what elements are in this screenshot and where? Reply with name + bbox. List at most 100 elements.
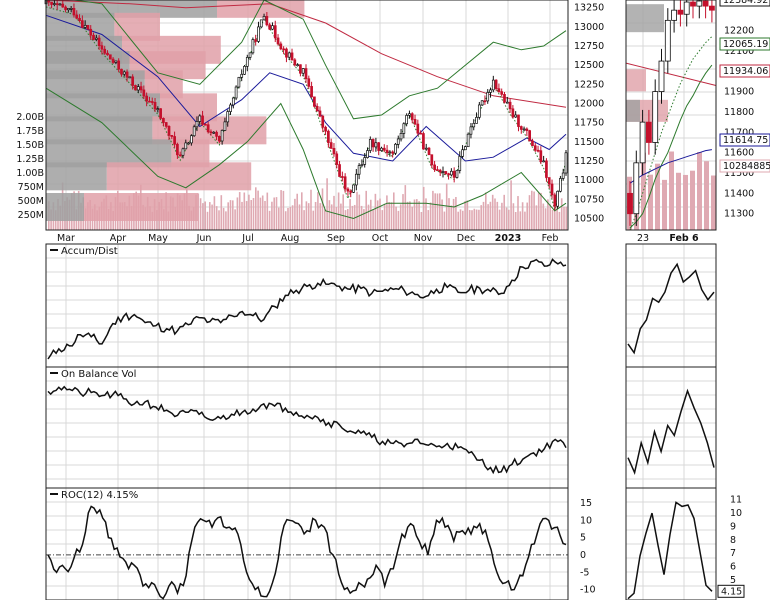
volume-bar xyxy=(381,210,384,230)
month-label: Oct xyxy=(372,233,389,244)
price-axis-tick: 11500 xyxy=(574,137,604,148)
volume-bar xyxy=(395,206,397,230)
volume-bar xyxy=(459,209,462,230)
panel-border xyxy=(45,0,569,231)
volume-bar xyxy=(521,202,524,230)
candle-body xyxy=(103,48,107,54)
candle-body xyxy=(83,24,87,28)
candle-body xyxy=(75,14,79,19)
volume-bar xyxy=(537,192,540,230)
volume-bar xyxy=(445,183,448,230)
price-value-label-box xyxy=(719,159,770,173)
candle-body xyxy=(310,86,313,98)
price-value-label: 11934.06 xyxy=(723,66,768,77)
volume-bar xyxy=(533,191,535,230)
candle-body xyxy=(388,151,392,154)
candle-body xyxy=(61,3,65,8)
candle-body xyxy=(349,190,353,193)
candle-body xyxy=(374,142,378,148)
zoom-candle-body xyxy=(677,9,684,15)
candle-body xyxy=(117,60,121,70)
zoom-roc-axis-tick: 7 xyxy=(730,548,736,559)
volume-bar xyxy=(505,207,508,230)
price-value-label: 12065.19 xyxy=(723,39,768,50)
candle-body xyxy=(131,76,135,86)
candle-body xyxy=(72,8,76,16)
volume-bar xyxy=(222,207,225,230)
zoom-volume-bar xyxy=(662,179,667,230)
panel-border xyxy=(625,243,717,368)
volume-bar xyxy=(319,203,321,230)
candle-body xyxy=(547,177,551,185)
candle-body xyxy=(279,43,283,50)
volume-bar xyxy=(372,209,374,230)
candle-body xyxy=(556,190,559,207)
obv-legend: On Balance Vol xyxy=(61,369,136,380)
candle-body xyxy=(402,123,406,134)
vbp-up-bar xyxy=(46,193,84,221)
zoom-candle-body xyxy=(633,162,640,215)
zoom-vbp-bar xyxy=(626,69,646,92)
candle-body xyxy=(525,128,529,131)
volume-bar xyxy=(360,205,363,230)
zoom-sar-line xyxy=(629,36,713,231)
candle-body xyxy=(503,94,506,103)
volume-bar xyxy=(213,196,216,230)
volume-bar xyxy=(296,193,298,230)
candle-body xyxy=(343,176,347,190)
candle-body xyxy=(47,0,51,3)
volume-bar xyxy=(503,194,505,230)
candle-body xyxy=(377,142,381,151)
price-axis-tick: 12750 xyxy=(574,41,604,52)
month-label: Jun xyxy=(196,233,212,244)
candle-body xyxy=(533,145,537,151)
candle-body xyxy=(461,149,464,157)
volume-bar xyxy=(468,210,471,230)
volume-bar xyxy=(367,204,370,230)
candle-body xyxy=(243,66,246,75)
volume-bar xyxy=(542,203,545,230)
volume-axis-tick: 1.25B xyxy=(16,154,44,165)
volume-bar xyxy=(347,209,349,230)
volume-bar xyxy=(326,178,328,230)
volume-bar xyxy=(234,209,236,230)
candle-body xyxy=(430,154,434,166)
candle-body xyxy=(318,110,322,117)
volume-bar xyxy=(425,198,427,230)
price-axis-tick: 12250 xyxy=(574,79,604,90)
zoom-price-axis-tick: 11300 xyxy=(724,209,754,220)
volume-bar xyxy=(540,192,542,230)
vbp-down-bar xyxy=(84,193,198,221)
candle-body xyxy=(128,76,132,79)
candle-body xyxy=(315,105,319,112)
candle-body xyxy=(559,178,562,192)
candle-body xyxy=(335,153,339,165)
volume-bar xyxy=(473,208,476,230)
candle-body xyxy=(436,169,439,171)
roc-axis-tick: 5 xyxy=(580,533,586,544)
volume-bar xyxy=(282,190,285,230)
candle-body xyxy=(307,78,311,87)
volume-bar xyxy=(278,207,280,230)
volume-bar xyxy=(393,192,395,230)
volume-bar xyxy=(245,201,248,230)
volume-bar xyxy=(261,195,264,230)
candle-body xyxy=(262,16,266,21)
candle-body xyxy=(254,39,258,42)
volume-bar xyxy=(225,211,227,230)
candle-body xyxy=(187,142,190,145)
volume-bar xyxy=(494,198,496,230)
candle-body xyxy=(97,37,101,47)
candle-body xyxy=(340,176,344,178)
price-axis-tick: 11750 xyxy=(574,118,604,129)
candle-body xyxy=(483,100,487,103)
panel-border xyxy=(45,243,569,368)
candle-body xyxy=(265,16,269,26)
volume-bar xyxy=(526,202,528,230)
price-value-label: 11614.75 xyxy=(723,135,768,146)
ma-50-line xyxy=(45,14,567,162)
volume-bar xyxy=(535,205,538,230)
candle-body xyxy=(111,58,115,63)
price-value-label: 10284885 xyxy=(723,161,770,172)
volume-bar xyxy=(386,195,388,230)
